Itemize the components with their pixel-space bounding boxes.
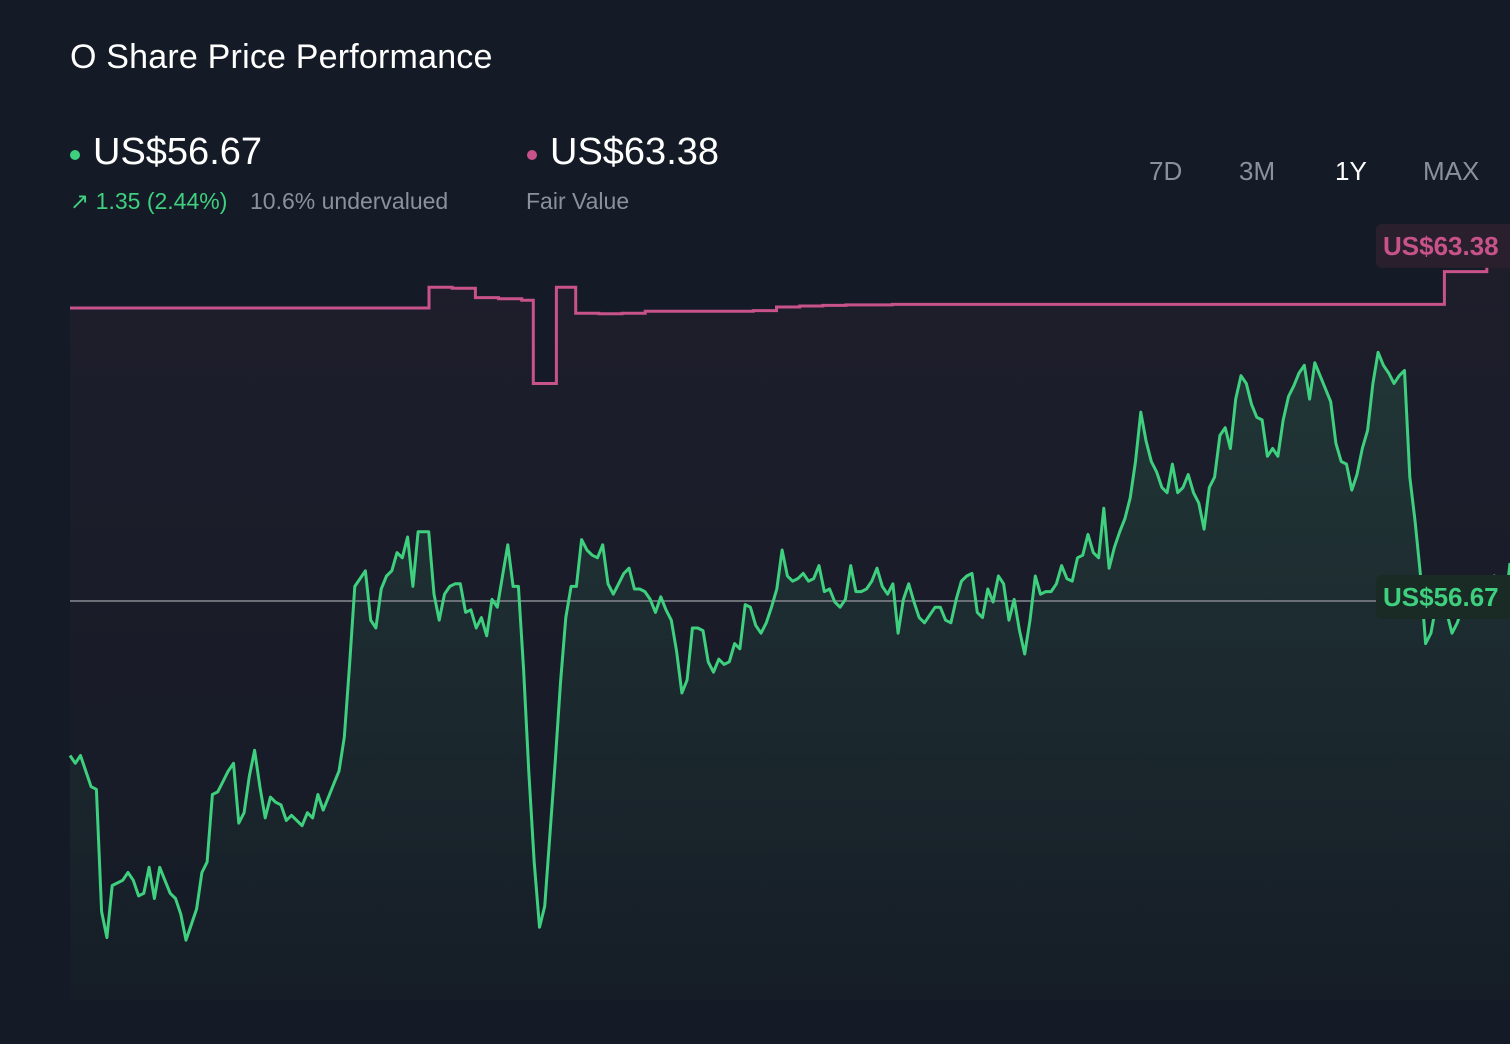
price-end-label: US$56.67 xyxy=(1376,574,1510,619)
price-change: ↗ 1.35 (2.44%) xyxy=(70,188,227,215)
fair-value-dot xyxy=(527,150,537,160)
fair-value-end-label: US$63.38 xyxy=(1376,223,1510,268)
current-price: US$56.67 xyxy=(93,131,263,173)
price-end-label-bg xyxy=(1376,574,1510,619)
price-line xyxy=(68,350,1510,942)
price-area xyxy=(70,352,1510,1000)
price-series-dot xyxy=(70,150,80,160)
tab-7d[interactable]: 7D xyxy=(1149,156,1183,186)
tab-1y[interactable]: 1Y xyxy=(1335,156,1367,186)
fair-value-line xyxy=(70,250,1510,385)
price-end-label-text: US$56.67 xyxy=(1383,582,1499,612)
trend-up-icon: ↗ xyxy=(70,188,90,214)
fair-value-end-label-text: US$63.38 xyxy=(1383,231,1499,261)
valuation-status: 10.6% undervalued xyxy=(250,188,449,214)
tab-max[interactable]: MAX xyxy=(1423,156,1480,186)
chart-title: O Share Price Performance xyxy=(70,38,493,76)
price-change-value: 1.35 (2.44%) xyxy=(95,188,228,214)
tab-3m[interactable]: 3M xyxy=(1239,156,1276,186)
fair-value-price: US$63.38 xyxy=(550,131,720,173)
fair-value-end-label-bg xyxy=(1376,223,1510,268)
fair-value-label: Fair Value xyxy=(526,188,630,214)
